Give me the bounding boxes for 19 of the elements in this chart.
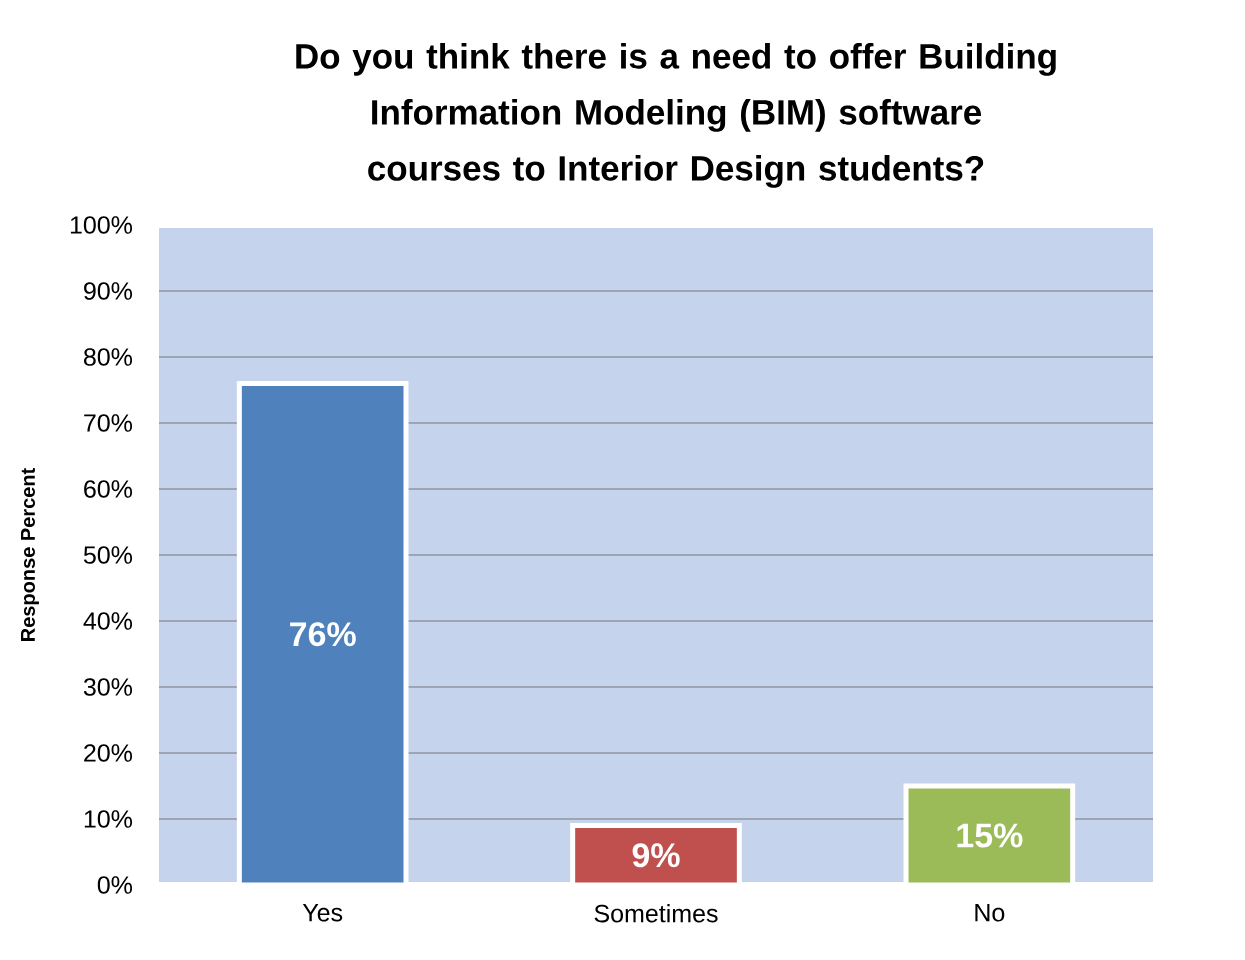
- x-tick-label: Yes: [302, 904, 343, 922]
- y-tick-label: 50%: [83, 546, 133, 564]
- y-tick-label: 70%: [84, 414, 133, 432]
- y-tick-label: 40%: [83, 612, 133, 630]
- data-label: 76%: [290, 622, 356, 647]
- data-label: 15%: [957, 823, 1023, 848]
- y-tick-label: 0%: [97, 876, 133, 894]
- y-tick-label: 80%: [84, 348, 133, 366]
- y-axis-title: Response Percent: [21, 468, 39, 641]
- chart-title: Do you think there is a need to offer Building Information Modeling (BIM) software courses to Interior Design students?: [296, 43, 1056, 188]
- data-label: 9%: [632, 843, 680, 868]
- x-tick-label: No: [975, 904, 1005, 922]
- x-tick-label: Sometimes: [594, 904, 718, 923]
- y-tick-label: 90%: [84, 282, 133, 300]
- y-tick-label: 10%: [84, 810, 133, 828]
- y-tick-label: 20%: [84, 744, 133, 762]
- y-tick-label: 100%: [70, 216, 133, 234]
- y-tick-label: 60%: [84, 480, 133, 498]
- y-tick-label: 30%: [83, 678, 133, 696]
